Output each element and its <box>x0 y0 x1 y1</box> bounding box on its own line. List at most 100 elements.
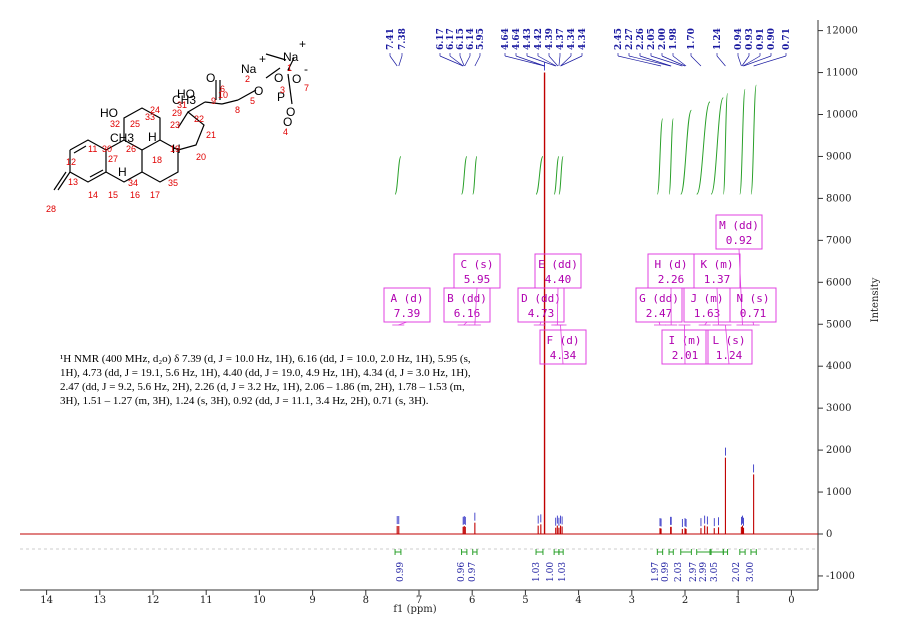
peak-label: 1.24 <box>713 28 723 50</box>
peak-label: 7.38 <box>398 28 408 50</box>
x-tick-label: 5 <box>522 595 528 606</box>
x-tick-label: 6 <box>469 595 475 606</box>
peak-label: 2.45 <box>614 28 624 50</box>
multiplet-shift: 0.92 <box>726 234 753 247</box>
peak-label: 0.90 <box>767 28 777 50</box>
peak-label: 4.64 <box>512 28 522 50</box>
peak-label-connector <box>475 56 480 66</box>
peak-label: 0.93 <box>745 28 755 50</box>
atom-number: 12 <box>66 157 76 167</box>
x-tick-label: 0 <box>788 595 794 606</box>
peak-label-connector <box>691 56 701 66</box>
integral-curve <box>681 110 692 194</box>
peak-label: 2.05 <box>647 28 657 50</box>
integral-value: 3.05 <box>710 562 720 582</box>
y-tick-label: 8000 <box>826 193 851 204</box>
integral-value: 0.97 <box>468 562 478 582</box>
atom-number: 2 <box>245 74 250 84</box>
integral-value: 0.99 <box>661 562 671 582</box>
x-tick-label: 2 <box>682 595 688 606</box>
peak-label-connector <box>505 56 545 66</box>
multiplet-shift: 4.73 <box>528 307 555 320</box>
multiplet-letter: K (m) <box>700 258 733 271</box>
multiplet-letter: J (m) <box>690 292 723 305</box>
y-tick-label: 5000 <box>826 319 851 330</box>
atom-label: HO <box>100 106 118 120</box>
description-line: 2.47 (dd, J = 9.2, 5.6 Hz, 2H), 2.26 (d,… <box>60 380 480 394</box>
x-tick-label: 14 <box>40 595 53 606</box>
x-tick-label: 12 <box>147 595 160 606</box>
description-line: 3H), 1.51 – 1.27 (m, 3H), 1.24 (s, 3H), … <box>60 394 480 408</box>
multiplet-shift: 1.63 <box>694 307 721 320</box>
atom-number: 18 <box>152 155 162 165</box>
atom-label: + <box>299 37 306 51</box>
integral-curve <box>462 156 467 194</box>
y-tick-label: 7000 <box>826 235 851 246</box>
x-tick-label: 1 <box>735 595 741 606</box>
peak-label: 4.34 <box>567 28 577 50</box>
atom-number: 14 <box>88 190 98 200</box>
y-tick-label: 3000 <box>826 403 851 414</box>
multiplet-shift: 4.40 <box>545 273 572 286</box>
multiplet-letter: M (dd) <box>719 219 759 232</box>
peak-label: 4.34 <box>578 28 588 50</box>
peak-label-connector <box>465 56 470 66</box>
multiplet-letter: H (d) <box>654 258 687 271</box>
atom-label: CH3 <box>110 131 134 145</box>
multiplet-connector <box>684 325 685 364</box>
peak-label: 6.17 <box>446 28 456 50</box>
integral-value: 1.03 <box>532 562 542 582</box>
peak-labels: 7.41 7.38 6.17 6.17 6.15 6.14 5.95 4.64 4.64 4.43… <box>386 28 792 66</box>
peak-label: 4.64 <box>501 28 511 50</box>
multiplet-letter: N (s) <box>736 292 769 305</box>
peak-label: 7.41 <box>386 28 396 50</box>
y-tick-label: 0 <box>826 529 832 540</box>
peak-label: 4.39 <box>545 28 555 50</box>
integral-value: 2.02 <box>732 562 742 582</box>
atom-number: 1 <box>287 63 292 73</box>
integral-curve <box>723 94 727 195</box>
nmr-description: ¹H NMR (400 MHz, d₂o) δ 7.39 (d, J = 10.… <box>60 352 480 408</box>
multiplet-shift: 0.71 <box>740 307 767 320</box>
y-tick-label: 6000 <box>826 277 851 288</box>
peak-label: 2.26 <box>636 28 646 50</box>
atom-number: 25 <box>130 119 140 129</box>
atom-number: 4 <box>283 127 288 137</box>
integral-curve <box>711 98 723 194</box>
peak-label-connector <box>399 56 402 66</box>
multiplet-letter: G (dd) <box>639 292 679 305</box>
description-line: ¹H NMR (400 MHz, d₂o) δ 7.39 (d, J = 10.… <box>60 352 480 366</box>
atom-number: 22 <box>194 114 204 124</box>
x-tick-label: 4 <box>575 595 581 606</box>
atom-number: 35 <box>168 178 178 188</box>
integral-value: 3.00 <box>746 562 756 582</box>
y-ticks: -100001000200030004000500060007000800090… <box>818 26 858 582</box>
peak-label-connector <box>738 56 741 66</box>
x-tick-label: 8 <box>363 595 369 606</box>
x-tick-label: 10 <box>253 595 266 606</box>
x-tick-label: 13 <box>93 595 106 606</box>
peak-label: 2.27 <box>625 28 635 50</box>
integral-value: 0.99 <box>396 562 406 582</box>
integral-curve <box>554 156 559 194</box>
atom-number: 27 <box>108 154 118 164</box>
atom-label: H <box>118 165 127 179</box>
peak-label-connector <box>390 56 397 66</box>
atom-number: 10 <box>218 90 228 100</box>
atom-label: O <box>206 71 215 85</box>
x-axis-label: f1 (ppm) <box>393 604 436 615</box>
peak-label-connector <box>673 56 686 66</box>
atom-number: 31 <box>177 100 187 110</box>
peak-label: 2.00 <box>658 28 668 50</box>
peak-label: 0.94 <box>734 28 744 50</box>
multiplet-shift: 1.24 <box>716 349 743 362</box>
atom-number: 19 <box>170 144 180 154</box>
integral-curve <box>536 156 543 194</box>
peak-label: 1.70 <box>687 28 697 50</box>
integral-curve <box>751 85 756 194</box>
y-tick-label: -1000 <box>826 571 855 582</box>
atom-number: 11 <box>88 144 97 154</box>
integral-curve <box>473 156 477 194</box>
